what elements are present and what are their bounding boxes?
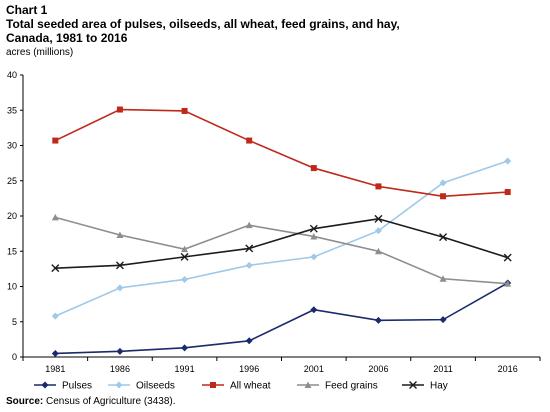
chart-series <box>51 106 512 357</box>
legend-label: All wheat <box>230 381 271 392</box>
series-feed-grains <box>51 213 512 287</box>
y-axis-unit-label: acres (millions) <box>6 47 74 58</box>
series-line <box>55 218 508 269</box>
source-label: Source: <box>6 396 44 407</box>
data-point <box>309 224 318 233</box>
data-point <box>181 245 189 253</box>
data-point <box>310 165 317 172</box>
data-point <box>51 349 59 357</box>
data-point <box>245 261 253 269</box>
data-point <box>116 284 124 292</box>
data-point <box>41 381 49 389</box>
chart-title: Total seeded area of pulses, oilseeds, a… <box>6 17 400 45</box>
legend-label: Hay <box>430 381 448 392</box>
chart-legend: Pulses Oilseeds All wheat Feed grains Hay <box>34 381 448 392</box>
y-tick-label: 15 <box>7 246 17 256</box>
chart-axes: 0 5 10 15 20 25 30 35 40 1981 1986 1991 1996 2001 2006… <box>7 70 541 374</box>
legend-item-feed-grains: Feed grains <box>297 381 378 392</box>
legend-item-pulses: Pulses <box>34 381 92 392</box>
data-point <box>374 247 382 255</box>
y-tick-label: 35 <box>7 105 17 115</box>
series-hay <box>51 214 512 273</box>
data-point <box>439 233 448 242</box>
y-tick-label: 30 <box>7 141 17 151</box>
source-text: Census of Agriculture (3438). <box>46 396 176 407</box>
data-point <box>181 275 189 283</box>
data-point <box>304 381 312 388</box>
chart-number: Chart 1 <box>6 3 48 17</box>
data-point <box>116 347 124 355</box>
x-tick-label: 1991 <box>175 364 195 374</box>
legend-label: Feed grains <box>325 381 378 392</box>
data-point <box>439 316 447 324</box>
data-point <box>504 280 512 287</box>
series-line <box>55 216 508 285</box>
series-oilseeds <box>51 157 512 320</box>
data-point <box>504 157 512 165</box>
y-tick-label: 40 <box>7 70 17 80</box>
series-all-wheat <box>52 106 511 200</box>
x-tick-label: 2001 <box>304 364 324 374</box>
x-tick-label: 2011 <box>433 364 452 374</box>
legend-label: Pulses <box>62 381 92 392</box>
legend-label: Oilseeds <box>136 381 175 392</box>
data-point <box>181 344 189 352</box>
y-tick-label: 5 <box>12 317 17 327</box>
data-point <box>115 381 123 389</box>
data-point <box>51 213 59 221</box>
series-line <box>55 282 509 355</box>
data-point <box>245 221 253 229</box>
x-tick-label: 1996 <box>239 364 259 374</box>
data-point <box>116 231 124 239</box>
legend-item-oilseeds: Oilseeds <box>108 381 175 392</box>
y-tick-label: 25 <box>7 176 17 186</box>
series-line <box>54 160 508 317</box>
data-point <box>310 232 318 240</box>
y-tick-label: 10 <box>7 282 17 292</box>
x-tick-label: 2006 <box>368 364 388 374</box>
data-point <box>245 337 253 345</box>
x-tick-label: 1981 <box>45 364 65 374</box>
data-point <box>504 189 511 196</box>
data-point <box>180 252 189 261</box>
x-tick-label: 2016 <box>498 364 518 374</box>
y-tick-label: 20 <box>7 211 17 221</box>
data-point <box>439 179 447 187</box>
y-tick-label: 0 <box>12 352 17 362</box>
data-point <box>375 183 382 190</box>
x-tick-label: 1986 <box>110 364 130 374</box>
data-point <box>210 382 216 388</box>
data-point <box>115 261 124 270</box>
source-note: Source: Census of Agriculture (3438). <box>6 396 176 407</box>
data-point <box>409 381 417 389</box>
data-point <box>503 253 512 262</box>
data-point <box>440 193 447 200</box>
data-point <box>51 264 60 273</box>
data-point <box>374 316 382 324</box>
series-line <box>54 108 508 198</box>
data-point <box>374 227 382 235</box>
data-point <box>181 107 188 114</box>
data-point <box>246 137 253 144</box>
data-point <box>51 312 59 320</box>
data-point <box>116 106 123 113</box>
data-point <box>310 253 318 261</box>
data-point <box>245 244 254 253</box>
series-pulses <box>51 279 512 357</box>
legend-item-all-wheat: All wheat <box>202 381 271 392</box>
data-point <box>374 214 383 223</box>
data-point <box>439 275 447 282</box>
data-point <box>52 137 59 144</box>
legend-item-hay: Hay <box>402 381 448 392</box>
data-point <box>310 306 318 314</box>
